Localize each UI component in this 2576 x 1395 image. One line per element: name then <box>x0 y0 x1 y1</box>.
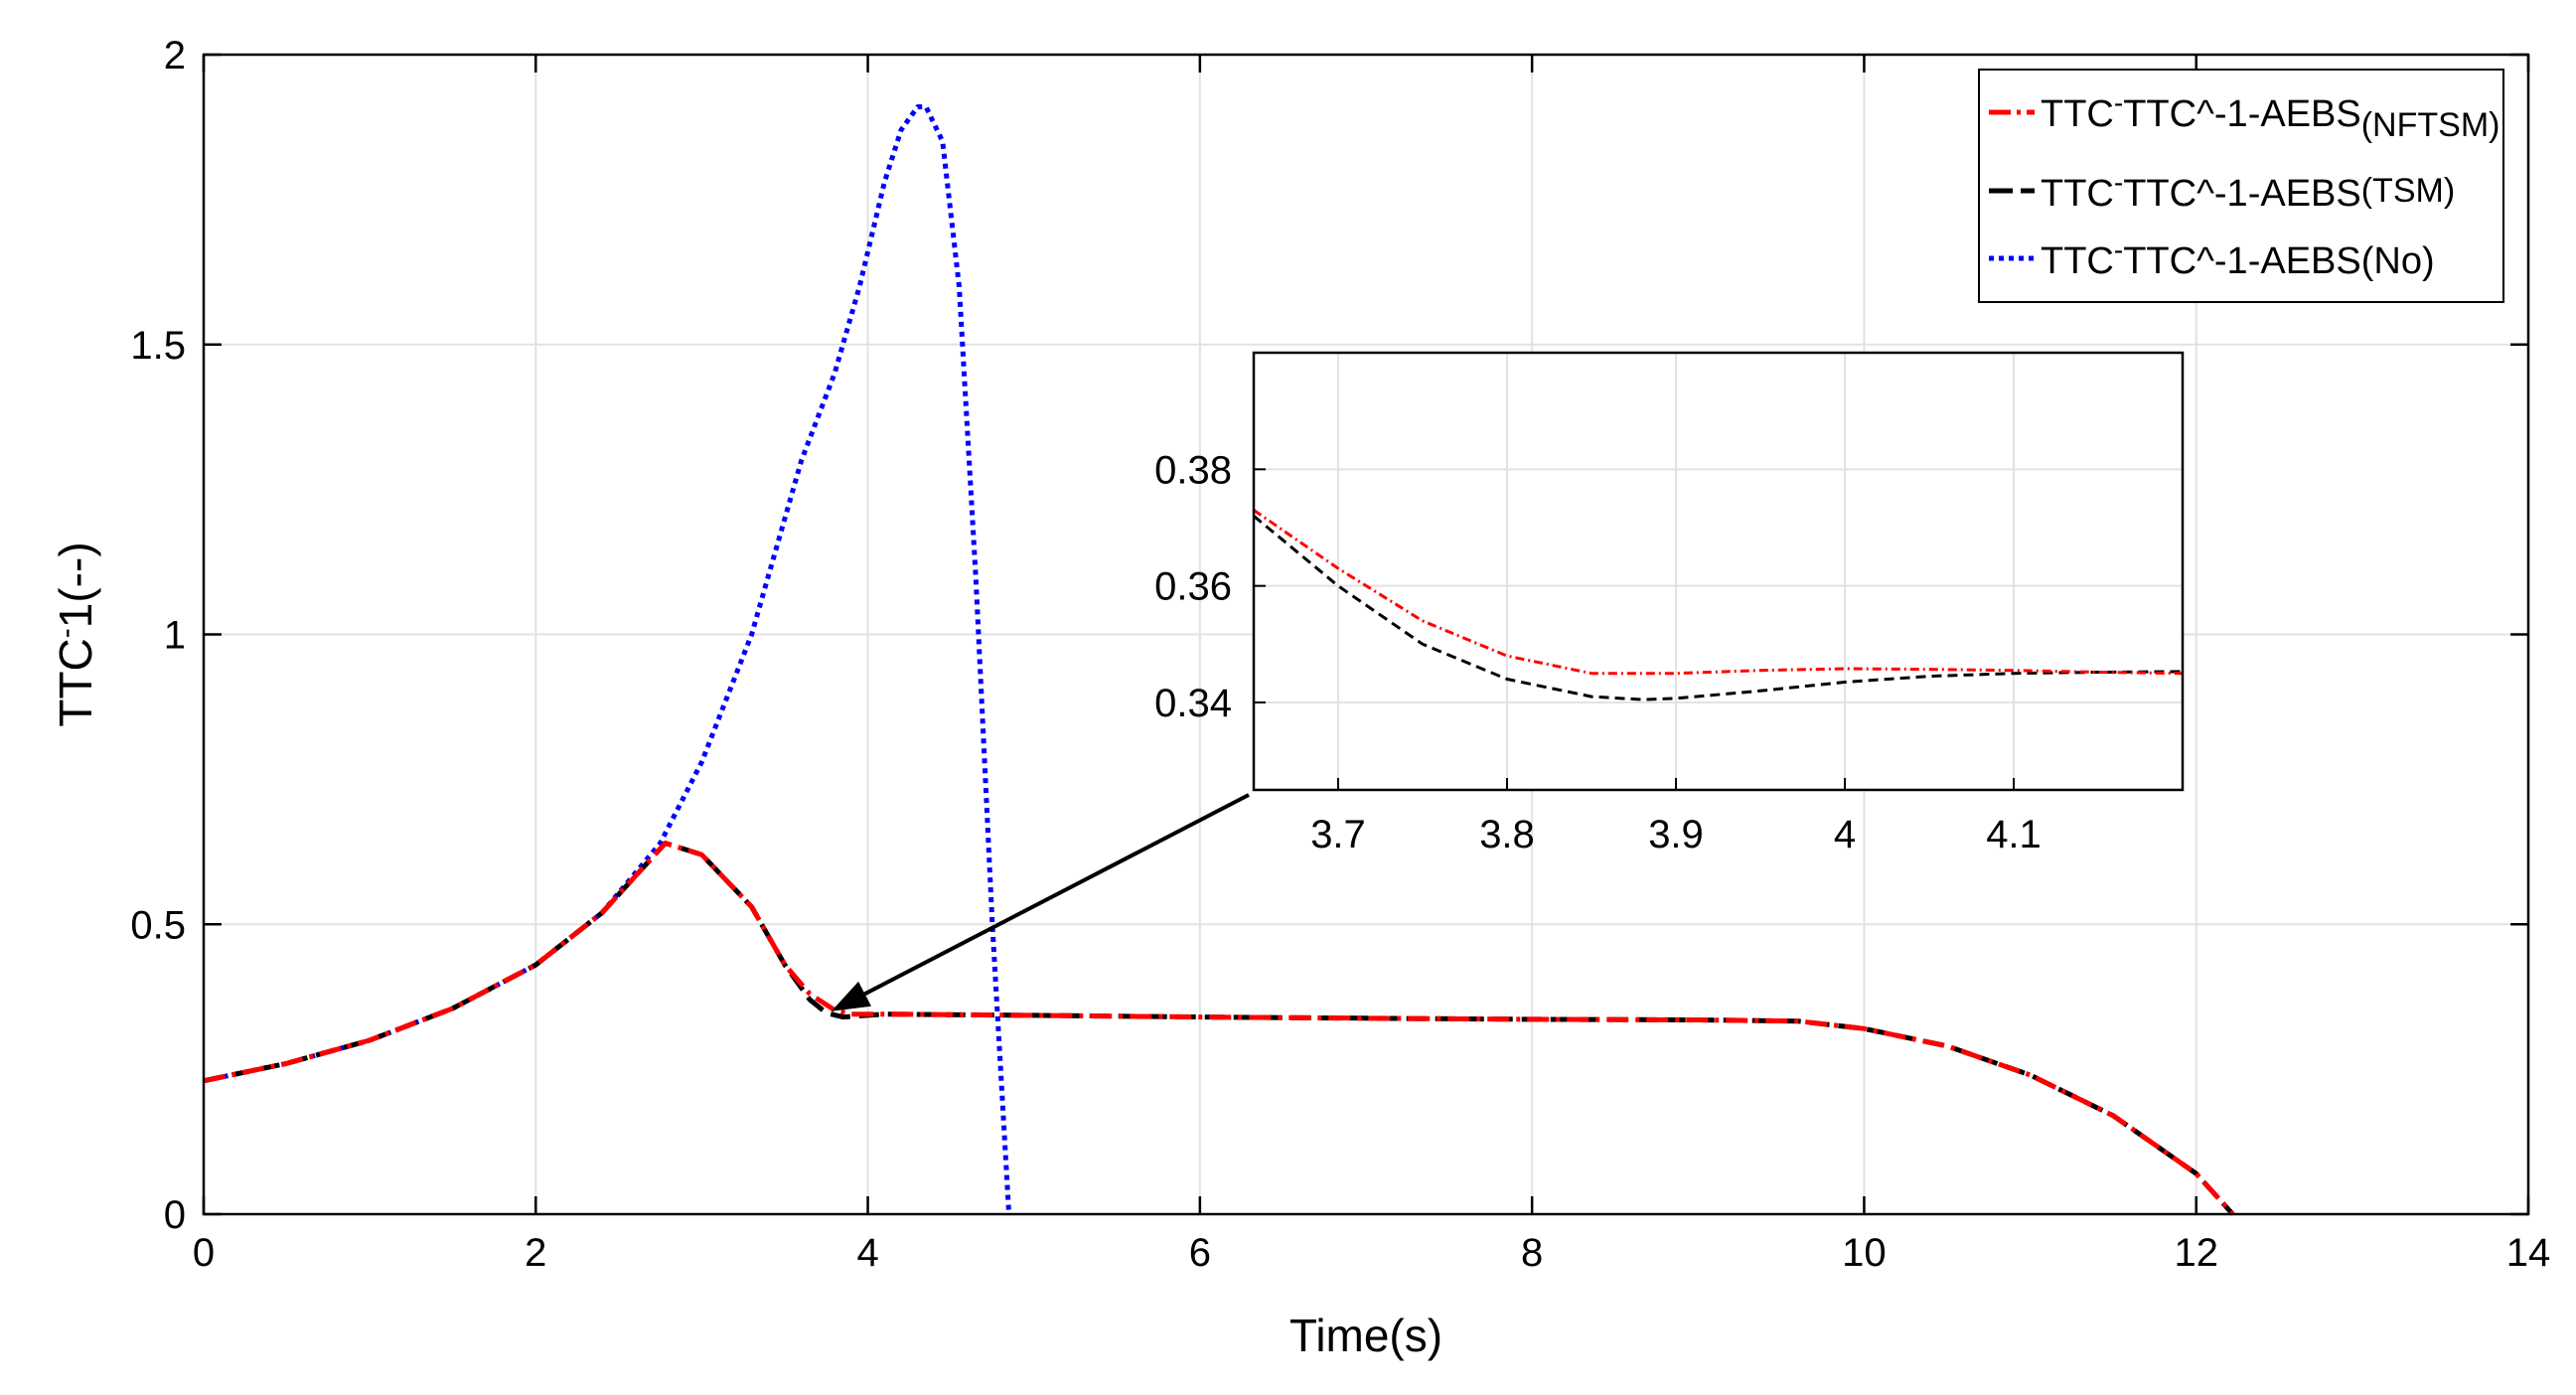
inset-x-tick-label: 3.8 <box>1479 813 1535 856</box>
inset-background <box>1254 353 2183 790</box>
inset-y-tick-label: 0.34 <box>1154 682 1232 725</box>
legend-item-nftsm: TTC-TTC^-1-AEBS(NFTSM) <box>1989 87 2500 144</box>
legend-label-no: TTC-TTC^-1-AEBS(No) <box>2041 234 2435 282</box>
legend-label-nftsm: TTC-TTC^-1-AEBS(NFTSM) <box>2041 87 2500 144</box>
main-series-group <box>203 104 2235 1216</box>
inset-series-nftsm-line <box>1253 509 2184 676</box>
inset-x-tick-label: 4.1 <box>1986 813 2042 856</box>
x-tick-label: 6 <box>1189 1231 1211 1275</box>
x-tick-label: 4 <box>856 1231 878 1275</box>
series-nftsm-line <box>203 841 2235 1216</box>
zoom-arrow-head <box>831 981 871 1011</box>
legend: TTC-TTC^-1-AEBS(NFTSM) TTC-TTC^-1-AEBS(T… <box>1978 69 2504 303</box>
legend-box <box>1978 69 2504 303</box>
x-tick-label: 10 <box>1842 1231 1887 1275</box>
x-axis-title: Time(s) <box>1289 1310 1442 1361</box>
inset-x-tick-label: 3.9 <box>1648 813 1704 856</box>
x-tick-label: 0 <box>193 1231 215 1275</box>
y-tick-label: 2 <box>164 34 186 78</box>
inset-ticks: 3.7 3.8 3.9 4 4.1 0.34 0.36 0.38 <box>1154 448 2042 856</box>
y-tick-label: 1.5 <box>130 324 186 368</box>
x-tick-label: 14 <box>2506 1231 2551 1275</box>
x-tick-label: 12 <box>2174 1231 2218 1275</box>
inset-x-tick-label: 3.7 <box>1310 813 1366 856</box>
inset-y-tick-label: 0.38 <box>1154 448 1232 492</box>
legend-item-tsm: TTC-TTC^-1-AEBS(TSM) <box>1989 167 2455 215</box>
main-ticks: 0 2 4 6 8 10 12 14 0 0.5 1 1.5 2 <box>130 34 2550 1275</box>
y-axis-title: TTC-1(--) <box>50 542 101 726</box>
inset-plot-frame <box>1252 351 2185 792</box>
inset-series-group <box>1253 509 2184 701</box>
inset-grid <box>1254 353 2183 790</box>
inset-y-tick-label: 0.36 <box>1154 565 1232 609</box>
zoom-arrow <box>863 793 1250 997</box>
inset-x-tick-label: 4 <box>1834 813 1856 856</box>
y-tick-label: 0 <box>164 1193 186 1237</box>
legend-label-tsm: TTC-TTC^-1-AEBS(TSM) <box>2041 167 2455 215</box>
legend-item-no: TTC-TTC^-1-AEBS(No) <box>1989 234 2435 282</box>
y-tick-label: 1 <box>164 614 186 658</box>
x-tick-label: 2 <box>525 1231 546 1275</box>
y-tick-label: 0.5 <box>130 903 186 947</box>
inset-series-tsm-line <box>1253 515 2184 701</box>
x-tick-label: 8 <box>1521 1231 1543 1275</box>
